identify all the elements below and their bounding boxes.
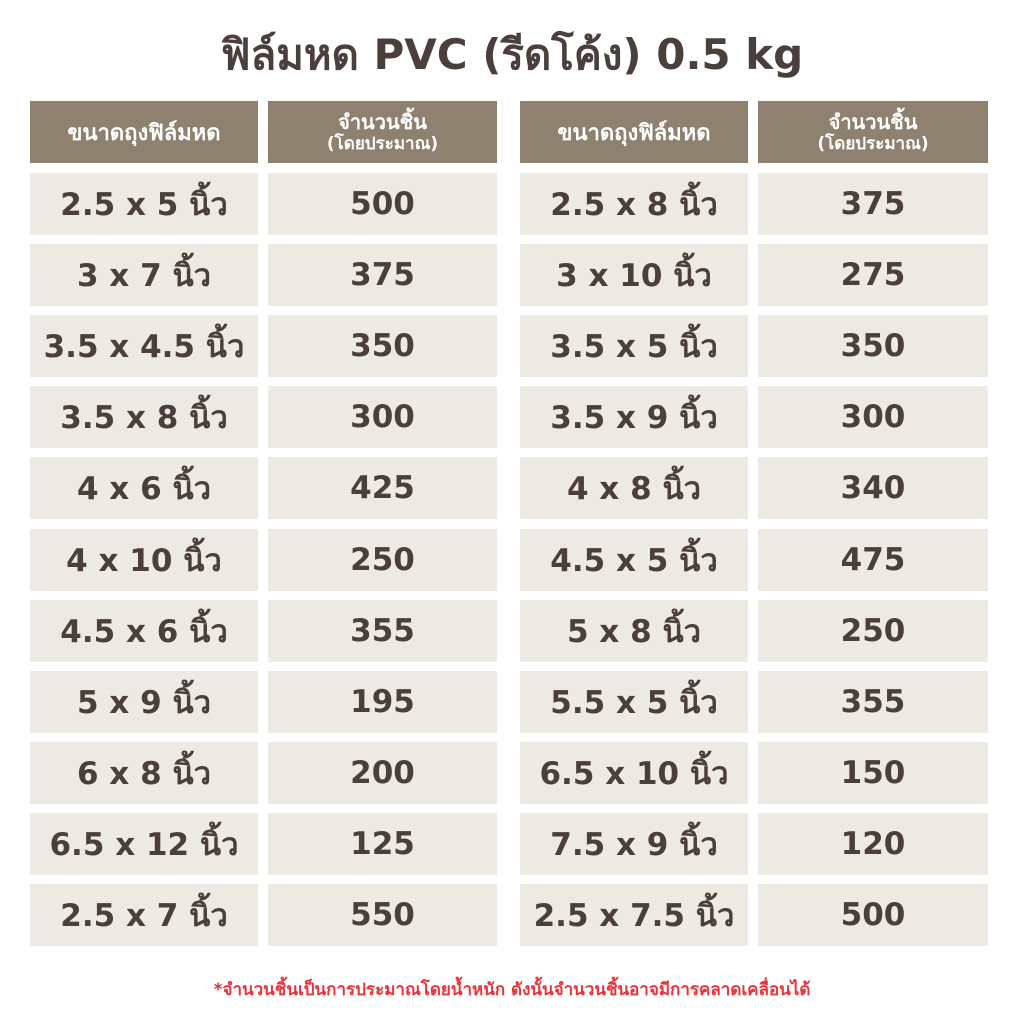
count-cell: 125 bbox=[268, 812, 497, 875]
footnote: *จำนวนชิ้นเป็นการประมาณโดยน้ำหนัก ดังนั้… bbox=[213, 980, 811, 1000]
count-cell: 350 bbox=[268, 315, 497, 378]
count-cell: 195 bbox=[268, 670, 497, 733]
count-cell: 340 bbox=[758, 457, 988, 520]
size-cell: 4.5 x 6 นิ้ว bbox=[30, 599, 258, 662]
count-cell: 375 bbox=[268, 244, 497, 307]
count-cell: 250 bbox=[758, 599, 988, 662]
count-cell: 550 bbox=[268, 884, 497, 946]
count-cell: 200 bbox=[268, 741, 497, 804]
size-cell: 5 x 8 นิ้ว bbox=[520, 599, 748, 662]
title: ฟิล์มหด PVC (รีดโค้ง) 0.5 kg bbox=[220, 30, 804, 79]
size-cell: 4 x 8 นิ้ว bbox=[520, 457, 748, 520]
count-cell: 300 bbox=[758, 386, 988, 449]
header-text: จำนวนชิ้น bbox=[338, 110, 427, 134]
size-cell: 3 x 7 นิ้ว bbox=[30, 244, 258, 307]
count-cell: 150 bbox=[758, 741, 988, 804]
count-cell: 375 bbox=[758, 173, 988, 235]
size-cell: 4 x 6 นิ้ว bbox=[30, 457, 258, 520]
header-text: จำนวนชิ้น bbox=[828, 110, 918, 134]
size-cell: 6 x 8 นิ้ว bbox=[30, 741, 258, 804]
size-cell: 3.5 x 4.5 นิ้ว bbox=[30, 315, 258, 378]
size-cell: 3.5 x 8 นิ้ว bbox=[30, 386, 258, 449]
size-cell: 6.5 x 10 นิ้ว bbox=[520, 741, 748, 804]
count-cell: 250 bbox=[268, 528, 497, 591]
header-cell: ขนาดถุงฟิล์มหด bbox=[520, 101, 748, 163]
count-cell: 500 bbox=[758, 884, 988, 946]
count-cell: 355 bbox=[268, 599, 497, 662]
count-cell: 350 bbox=[758, 315, 988, 378]
count-cell: 300 bbox=[268, 386, 497, 449]
size-cell: 2.5 x 7.5 นิ้ว bbox=[520, 884, 748, 946]
header-note: (โดยประมาณ) bbox=[817, 134, 929, 154]
size-cell: 7.5 x 9 นิ้ว bbox=[520, 812, 748, 875]
size-cell: 3.5 x 9 นิ้ว bbox=[520, 386, 748, 449]
size-cell: 4 x 10 นิ้ว bbox=[30, 528, 258, 591]
count-cell: 355 bbox=[758, 670, 988, 733]
header-note: (โดยประมาณ) bbox=[326, 134, 439, 154]
count-cell: 425 bbox=[268, 457, 497, 520]
count-cell: 275 bbox=[758, 244, 988, 307]
size-cell: 4.5 x 5 นิ้ว bbox=[520, 528, 748, 591]
size-cell: 5 x 9 นิ้ว bbox=[30, 670, 258, 733]
size-cell: 3.5 x 5 นิ้ว bbox=[520, 315, 748, 378]
count-cell: 120 bbox=[758, 812, 988, 875]
count-cell: 475 bbox=[758, 528, 988, 591]
size-cell: 2.5 x 7 นิ้ว bbox=[30, 884, 258, 946]
size-cell: 2.5 x 5 นิ้ว bbox=[30, 173, 258, 235]
size-cell: 2.5 x 8 นิ้ว bbox=[520, 173, 748, 235]
size-cell: 3 x 10 นิ้ว bbox=[520, 244, 748, 307]
header-cell: ขนาดถุงฟิล์มหด bbox=[30, 101, 258, 163]
header-cell: จำนวนชิ้น (โดยประมาณ) bbox=[758, 101, 988, 163]
count-cell: 500 bbox=[268, 173, 497, 235]
size-cell: 5.5 x 5 นิ้ว bbox=[520, 670, 748, 733]
size-cell: 6.5 x 12 นิ้ว bbox=[30, 812, 258, 875]
header-cell: จำนวนชิ้น (โดยประมาณ) bbox=[268, 101, 497, 163]
